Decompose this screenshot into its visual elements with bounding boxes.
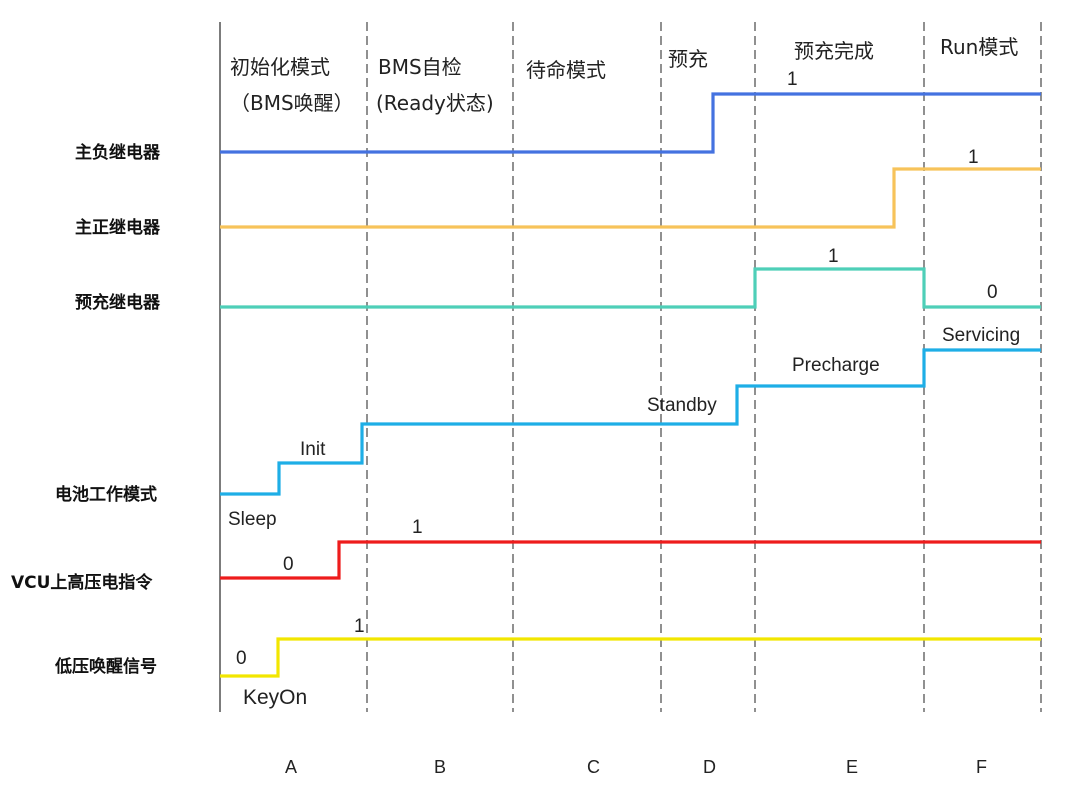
annotation-wake-low: 0 <box>236 648 247 669</box>
annotation-mode-servicing: Servicing <box>942 325 1020 346</box>
phase-letter-e: E <box>846 757 858 777</box>
signal-label-vcu-hv-cmd: VCU上高压电指令 <box>11 572 153 593</box>
annotation-main-negative-high: 1 <box>787 69 798 90</box>
phase-title-b-line1: BMS自检 <box>378 55 462 79</box>
signal-label-precharge: 预充继电器 <box>75 292 161 313</box>
phase-title-c: 待命模式 <box>526 58 606 82</box>
annotation-mode-sleep: Sleep <box>228 509 277 530</box>
annotation-vcu-high: 1 <box>412 517 423 538</box>
phase-title-f: Run模式 <box>940 35 1018 59</box>
waveform-main-negative <box>220 92 1041 154</box>
phase-letter-b: B <box>434 757 446 777</box>
phase-title-b-line2: (Ready状态) <box>376 91 494 115</box>
waveform-vcu-hv-cmd <box>220 540 1041 580</box>
signal-label-lv-wakeup: 低压唤醒信号 <box>54 656 157 677</box>
phase-title-d: 预充 <box>668 47 708 71</box>
annotation-mode-init: Init <box>300 439 326 460</box>
annotation-main-positive-high: 1 <box>968 147 979 168</box>
phase-letter-f: F <box>976 757 987 777</box>
waveform-lv-wakeup <box>220 637 1041 678</box>
annotation-mode-standby: Standby <box>647 395 717 416</box>
annotation-mode-precharge: Precharge <box>792 355 880 376</box>
annotation-wake-high: 1 <box>354 616 365 637</box>
annotation-precharge-low: 0 <box>987 282 998 303</box>
waveform-main-positive <box>220 167 1041 229</box>
phase-title-a-line1: 初始化模式 <box>230 55 330 79</box>
phase-letter-c: C <box>587 757 600 777</box>
phase-title-e: 预充完成 <box>794 39 874 63</box>
signal-label-battery-mode: 电池工作模式 <box>55 484 157 505</box>
phase-letter-a: A <box>285 757 297 777</box>
phase-title-a-line2: （BMS唤醒） <box>230 91 354 115</box>
annotation-precharge-high: 1 <box>828 246 839 267</box>
annotation-vcu-low: 0 <box>283 554 294 575</box>
annotation-wake-event: KeyOn <box>243 686 307 709</box>
waveform-battery-mode <box>220 348 1041 496</box>
signal-label-main-positive: 主正继电器 <box>75 217 161 238</box>
signal-label-main-negative: 主负继电器 <box>75 142 161 163</box>
waveform-precharge <box>220 267 1041 309</box>
phase-letter-d: D <box>703 757 716 777</box>
